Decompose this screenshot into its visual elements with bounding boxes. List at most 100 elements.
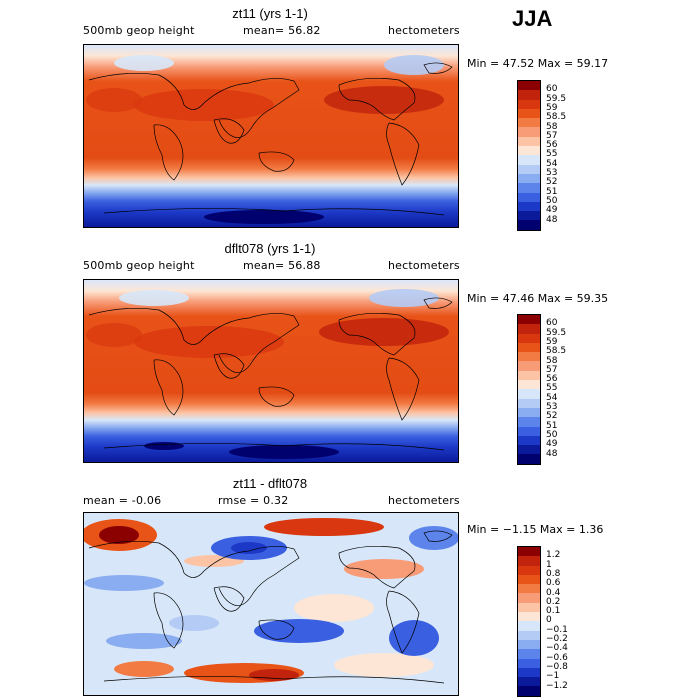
- panel-3-mean-label: mean = -0.06: [83, 494, 162, 507]
- colorbar-level-label: 56: [546, 140, 558, 151]
- colorbar-swatch: [518, 146, 540, 156]
- colorbar-level-label: 59: [546, 102, 558, 113]
- panel-3-minmax: Min = −1.15 Max = 1.36: [467, 523, 604, 536]
- colorbar-swatch: [518, 315, 540, 325]
- colorbar-swatch: [518, 324, 540, 334]
- colorbar-level-label: 60: [546, 318, 558, 329]
- colorbar-level-label: 58.5: [546, 112, 567, 123]
- colorbar-level-label: 0.6: [546, 578, 561, 589]
- colorbar-swatch: [518, 630, 540, 640]
- colorbar-level-label: −0.1: [546, 624, 568, 635]
- colorbar-swatch: [518, 136, 540, 147]
- colorbar-swatch: [518, 361, 540, 371]
- colorbar-swatch: [518, 352, 540, 362]
- colorbar-swatch: [518, 127, 540, 137]
- colorbar-level-label: 0.1: [546, 606, 561, 617]
- colorbar-swatch: [518, 380, 540, 390]
- colorbar-swatch: [518, 389, 540, 399]
- colorbar-level-label: 59.5: [546, 327, 567, 338]
- colorbar-swatch: [518, 173, 540, 184]
- colorbar-level-label: 54: [546, 158, 558, 169]
- colorbar-level-label: 0.8: [546, 568, 561, 579]
- colorbar-level-label: 55: [546, 383, 558, 394]
- colorbar-swatch: [518, 211, 540, 221]
- colorbar-level-label: 53: [546, 402, 558, 412]
- colorbar-level-label: −0.2: [546, 634, 568, 644]
- colorbar-level-label: 54: [546, 392, 558, 403]
- colorbar-swatch: [518, 621, 540, 631]
- colorbar-level-label: 53: [546, 168, 558, 178]
- colorbar-swatch: [518, 118, 540, 128]
- panel-2-map: [83, 279, 459, 463]
- colorbar-swatch: [518, 593, 540, 603]
- colorbar-swatch: [518, 584, 540, 594]
- colorbar-level-label: −0.8: [546, 661, 568, 672]
- panel-1-colorbar: [517, 80, 541, 231]
- panel-1-title: zt11 (yrs 1-1): [232, 6, 308, 21]
- colorbar-level-label: −1.2: [546, 680, 568, 691]
- season-label: JJA: [512, 6, 553, 31]
- colorbar-level-label: 50: [546, 195, 558, 206]
- colorbar-level-label: 57: [546, 364, 558, 375]
- colorbar-swatch: [518, 574, 540, 585]
- colorbar-swatch: [518, 201, 540, 212]
- panel-3-rmse-label: rmse = 0.32: [218, 494, 289, 507]
- panel-3-units-label: hectometers: [388, 494, 460, 507]
- colorbar-swatch: [518, 370, 540, 381]
- colorbar-swatch: [518, 426, 540, 436]
- colorbar-level-label: 51: [546, 420, 558, 431]
- colorbar-swatch: [518, 602, 540, 613]
- colorbar-swatch: [518, 547, 540, 557]
- panel-2-units-label: hectometers: [388, 259, 460, 272]
- colorbar-swatch: [518, 164, 540, 174]
- colorbar-level-label: −0.6: [546, 652, 568, 663]
- panel-3-title: zt11 - dflt078: [232, 476, 308, 491]
- colorbar-swatch: [518, 417, 540, 427]
- colorbar-level-label: 0: [546, 615, 552, 626]
- colorbar-level-label: −0.4: [546, 643, 568, 654]
- colorbar-level-label: 60: [546, 84, 558, 95]
- colorbar-level-label: 0.2: [546, 596, 561, 607]
- colorbar-swatch: [518, 556, 540, 566]
- colorbar-level-label: 52: [546, 177, 558, 188]
- panel-2-colorbar: [517, 314, 541, 465]
- colorbar-level-label: 59.5: [546, 93, 567, 104]
- panel-1-field-label: 500mb geop height: [83, 24, 195, 37]
- colorbar-level-label: 1.2: [546, 550, 561, 561]
- colorbar-swatch: [518, 649, 540, 659]
- colorbar-swatch: [518, 454, 540, 464]
- colorbar-swatch: [518, 639, 540, 650]
- colorbar-swatch: [518, 90, 540, 100]
- colorbar-swatch: [518, 99, 540, 109]
- panel-2-field-label: 500mb geop height: [83, 259, 195, 272]
- colorbar-swatch: [518, 686, 540, 696]
- panel-3-colorbar: [517, 546, 541, 697]
- colorbar-swatch: [518, 183, 540, 193]
- colorbar-level-label: 49: [546, 439, 558, 450]
- colorbar-level-label: 55: [546, 149, 558, 160]
- colorbar-swatch: [518, 565, 540, 575]
- colorbar-swatch: [518, 155, 540, 165]
- colorbar-swatch: [518, 192, 540, 202]
- colorbar-level-label: 57: [546, 130, 558, 141]
- colorbar-level-label: 48: [546, 448, 558, 459]
- colorbar-swatch: [518, 445, 540, 455]
- colorbar-swatch: [518, 435, 540, 446]
- panel-2-mean-label: mean= 56.88: [243, 259, 321, 272]
- colorbar-level-label: 48: [546, 214, 558, 225]
- colorbar-level-label: 58: [546, 355, 558, 366]
- colorbar-level-label: 59: [546, 336, 558, 347]
- colorbar-swatch: [518, 612, 540, 622]
- colorbar-level-label: 50: [546, 429, 558, 440]
- colorbar-swatch: [518, 333, 540, 343]
- panel-1-mean-label: mean= 56.82: [243, 24, 321, 37]
- panel-1-units-label: hectometers: [388, 24, 460, 37]
- panel-1-map: [83, 44, 459, 228]
- panel-2-title: dflt078 (yrs 1-1): [224, 241, 316, 256]
- panel-3-map: [83, 512, 459, 696]
- colorbar-level-label: 1: [546, 559, 552, 570]
- colorbar-swatch: [518, 658, 540, 668]
- colorbar-level-label: 52: [546, 411, 558, 422]
- colorbar-level-label: 58: [546, 121, 558, 132]
- colorbar-level-label: 58.5: [546, 346, 567, 357]
